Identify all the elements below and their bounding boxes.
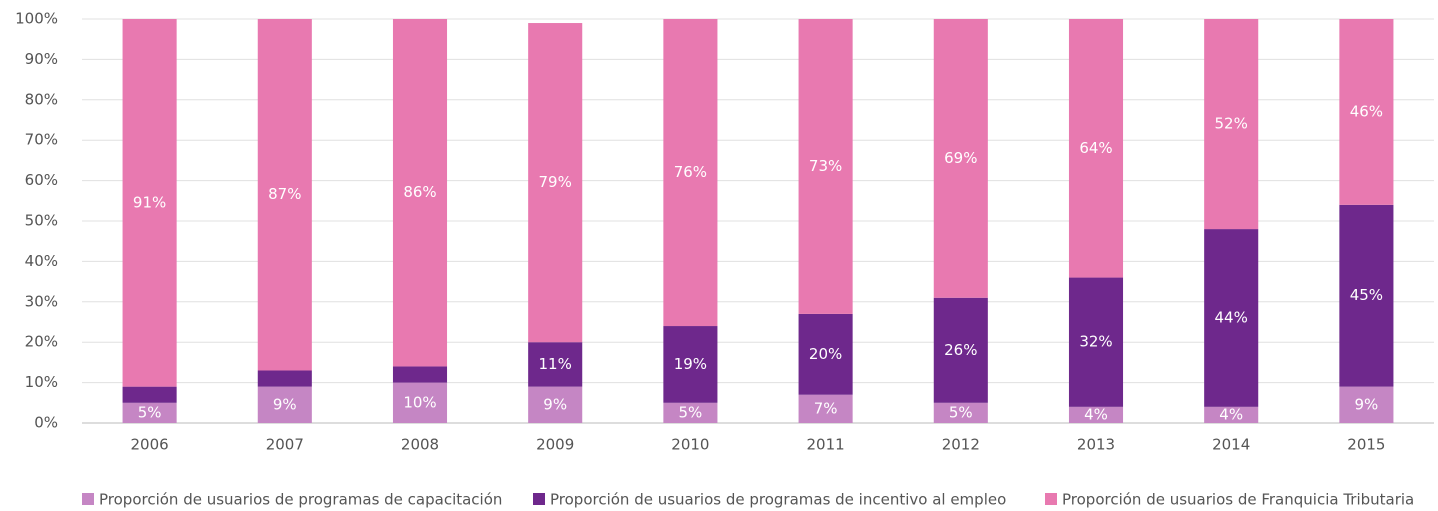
bar-segment	[1204, 406, 1259, 423]
x-tick-label: 2009	[536, 436, 574, 454]
value-label: 9%	[1355, 395, 1379, 413]
bar-segment	[257, 19, 312, 371]
value-label: 4%	[1084, 405, 1108, 423]
value-label: 45%	[1350, 286, 1383, 304]
bar-segment	[257, 386, 312, 423]
bar-segment	[122, 402, 177, 423]
value-label: 52%	[1215, 115, 1248, 133]
legend-swatch	[82, 493, 94, 505]
value-label: 10%	[403, 393, 436, 411]
y-tick-label: 80%	[25, 90, 58, 108]
y-tick-label: 50%	[25, 212, 58, 230]
bar-segment	[1339, 204, 1394, 387]
bar-segment	[933, 19, 988, 298]
value-label: 19%	[674, 355, 707, 373]
y-tick-label: 0%	[34, 414, 58, 432]
bar-segment	[798, 313, 853, 395]
bar-segment	[933, 297, 988, 403]
legend-label: Proporción de usuarios de programas de i…	[550, 491, 1006, 509]
value-label: 86%	[403, 183, 436, 201]
bar-segment	[392, 366, 448, 383]
value-label: 44%	[1215, 308, 1248, 326]
x-tick-label: 2012	[942, 436, 980, 454]
y-tick-label: 30%	[25, 292, 58, 310]
value-label: 87%	[268, 185, 301, 203]
value-label: 69%	[944, 149, 977, 167]
x-tick-label: 2013	[1077, 436, 1115, 454]
value-label: 20%	[809, 345, 842, 363]
value-label: 11%	[539, 355, 572, 373]
bar-segment	[663, 326, 718, 403]
x-tick-label: 2010	[671, 436, 709, 454]
bar-segment	[663, 402, 718, 423]
bar-segment	[1204, 229, 1259, 407]
value-label: 26%	[944, 341, 977, 359]
bar-segment	[798, 394, 853, 423]
value-label: 73%	[809, 157, 842, 175]
y-tick-label: 70%	[25, 131, 58, 149]
legend-swatch	[533, 493, 545, 505]
value-label: 9%	[273, 395, 297, 413]
value-label: 5%	[949, 403, 973, 421]
bar-segment	[528, 386, 583, 423]
x-tick-label: 2007	[266, 436, 304, 454]
x-tick-label: 2011	[807, 436, 845, 454]
bar-segment	[1339, 386, 1394, 423]
x-tick-label: 2015	[1347, 436, 1385, 454]
value-label: 32%	[1079, 333, 1112, 351]
x-tick-label: 2006	[131, 436, 169, 454]
value-label: 7%	[814, 399, 838, 417]
bar-segment	[663, 19, 718, 327]
value-label: 4%	[1219, 405, 1243, 423]
y-tick-label: 60%	[25, 171, 58, 189]
bar-segment	[1068, 406, 1124, 423]
y-tick-label: 40%	[25, 252, 58, 270]
value-label: 5%	[679, 403, 703, 421]
y-tick-label: 90%	[25, 50, 58, 68]
bar-segment	[528, 342, 583, 387]
x-tick-label: 2014	[1212, 436, 1250, 454]
value-label: 76%	[674, 163, 707, 181]
bar-segment	[392, 19, 448, 367]
bar-segment	[257, 370, 312, 387]
bar-segment	[122, 386, 177, 403]
bar-segment	[933, 402, 988, 423]
bar-segment	[528, 23, 583, 343]
bar-segment	[1339, 19, 1394, 205]
bar-segment	[1204, 19, 1259, 230]
y-tick-label: 10%	[25, 373, 58, 391]
value-label: 79%	[539, 173, 572, 191]
bar-segment	[1068, 277, 1124, 407]
legend-swatch	[1045, 493, 1057, 505]
bar-segment	[1068, 19, 1124, 278]
x-tick-label: 2008	[401, 436, 439, 454]
bar-segment	[798, 19, 853, 314]
legend-label: Proporción de usuarios de programas de c…	[99, 491, 502, 509]
bar-segment	[392, 382, 448, 423]
value-label: 5%	[138, 403, 162, 421]
value-label: 91%	[133, 193, 166, 211]
y-tick-label: 20%	[25, 333, 58, 351]
legend-label: Proporción de usuarios de Franquicia Tri…	[1062, 491, 1414, 509]
value-label: 9%	[543, 395, 567, 413]
bar-segment	[122, 19, 177, 387]
value-label: 64%	[1079, 139, 1112, 157]
y-tick-label: 100%	[15, 10, 58, 28]
value-label: 46%	[1350, 102, 1383, 120]
